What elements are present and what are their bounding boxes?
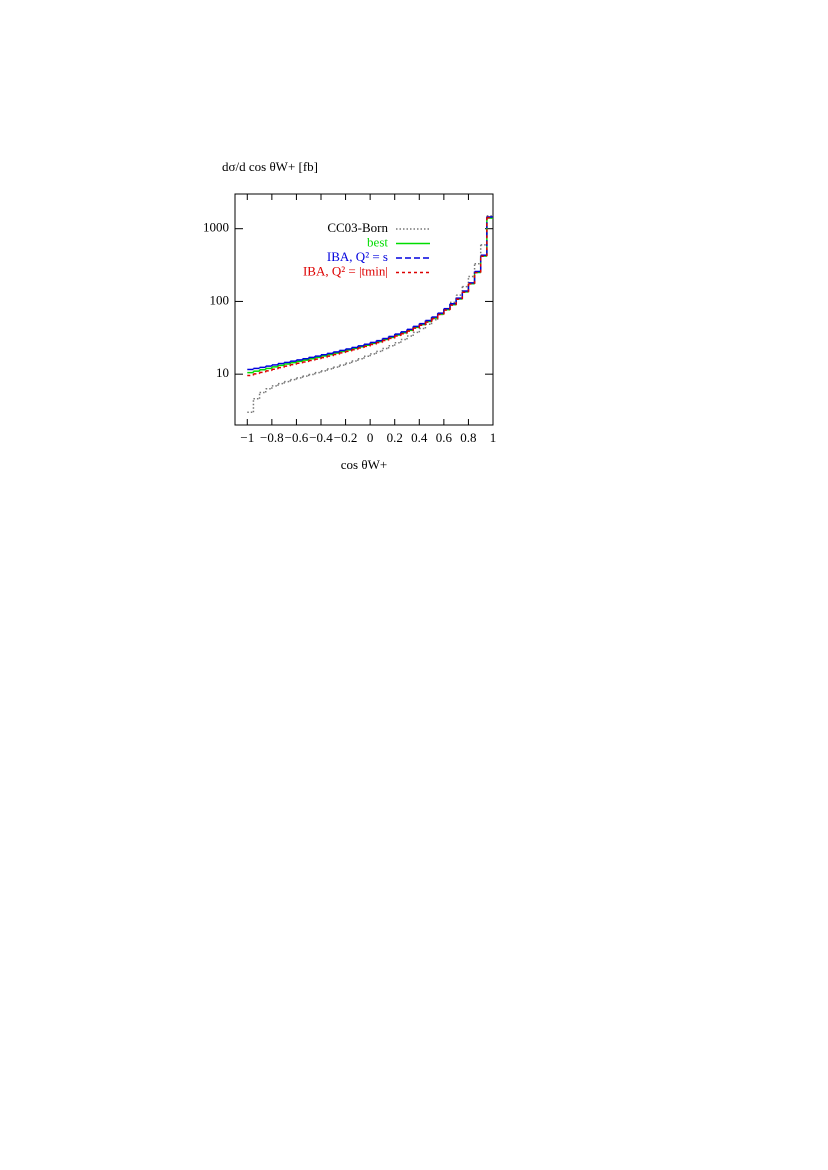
- x-tick-label: 0.6: [436, 430, 453, 445]
- x-tick-label: −0.2: [334, 430, 358, 445]
- x-axis-label: cos θW+: [341, 457, 387, 472]
- x-tick-label: 0.2: [387, 430, 403, 445]
- x-tick-label: 0.8: [460, 430, 476, 445]
- y-tick-label: 1000: [203, 220, 229, 235]
- plot-frame: [234, 193, 494, 426]
- y-tick-label: 100: [210, 292, 230, 307]
- legend-label: IBA, Q² = s: [327, 249, 388, 264]
- legend-label: IBA, Q² = |tmin|: [303, 263, 388, 278]
- x-tick-label: −0.6: [285, 430, 309, 445]
- legend-label: best: [367, 234, 388, 249]
- x-tick-label: −1: [240, 430, 254, 445]
- y-axis-label: dσ/d cos θW+ [fb]: [222, 159, 318, 174]
- x-tick-label: −0.4: [309, 430, 333, 445]
- y-tick-label: 10: [216, 365, 229, 380]
- legend-label: CC03-Born: [327, 220, 388, 235]
- x-tick-label: 0.4: [411, 430, 428, 445]
- x-tick-label: −0.8: [260, 430, 284, 445]
- x-tick-label: 0: [367, 430, 374, 445]
- x-tick-label: 1: [490, 430, 497, 445]
